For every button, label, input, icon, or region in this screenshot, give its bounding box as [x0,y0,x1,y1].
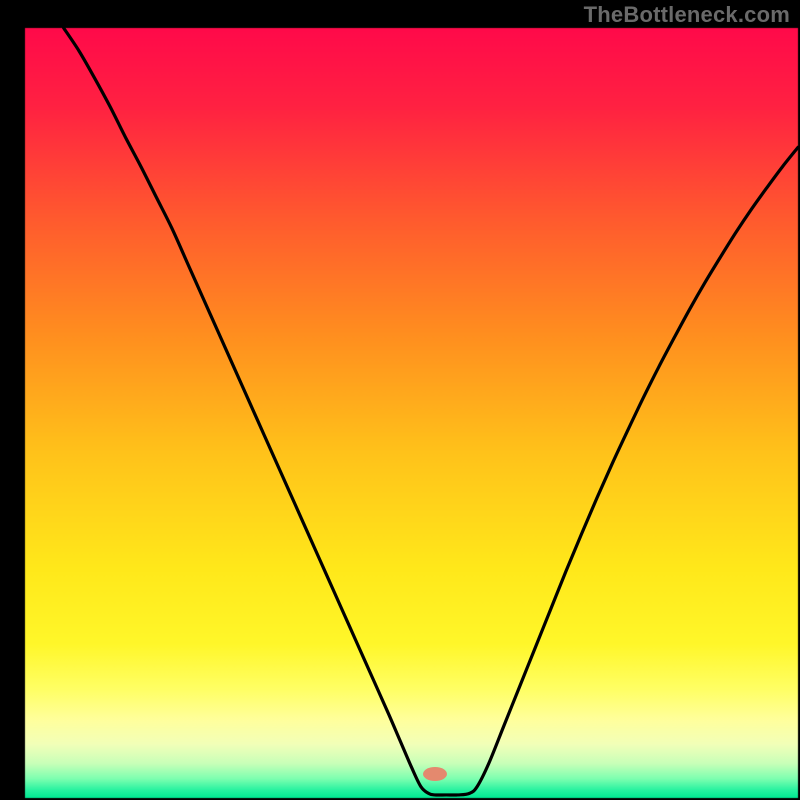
gradient-background [0,0,800,800]
chart-stage: TheBottleneck.com [0,0,800,800]
watermark-text: TheBottleneck.com [584,2,790,28]
